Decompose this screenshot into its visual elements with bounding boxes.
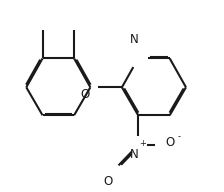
- Text: -: -: [177, 132, 180, 141]
- Text: O: O: [80, 88, 89, 101]
- Text: O: O: [165, 136, 174, 149]
- Text: O: O: [103, 175, 113, 188]
- Text: +: +: [139, 138, 146, 147]
- Text: N: N: [130, 147, 139, 161]
- Text: N: N: [130, 33, 139, 46]
